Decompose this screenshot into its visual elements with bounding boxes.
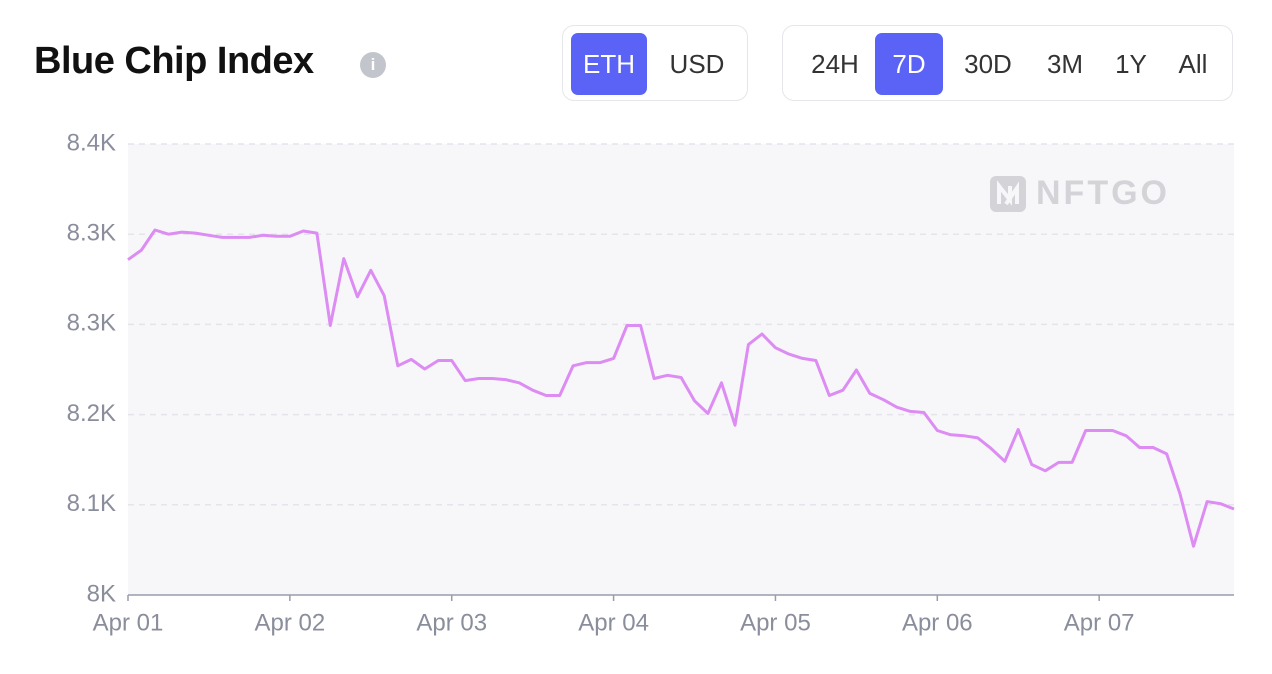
info-icon[interactable]: i [360,52,386,78]
range-button[interactable]: 1Y [1115,49,1147,79]
y-tick-label: 8.4K [67,129,116,156]
y-tick-label: 8K [87,580,116,607]
chart-title: Blue Chip Index [34,40,314,82]
index-line [127,228,1235,548]
range-button[interactable]: 7D [875,33,943,95]
range-toggle: 24H 7D 30D 3M 1Y All [782,25,1233,101]
watermark-logo [990,176,1026,212]
x-tick-label: Apr 06 [902,609,973,636]
y-tick-label: 8.2K [67,400,116,427]
y-tick-label: 8.3K [67,220,116,247]
currency-button[interactable]: ETH [571,33,647,95]
plot-area [128,144,1234,595]
x-tick-label: Apr 04 [578,609,649,636]
x-tick-label: Apr 01 [93,609,164,636]
y-tick-label: 8.3K [67,310,116,337]
x-tick-label: Apr 02 [255,609,326,636]
x-tick-label: Apr 05 [740,609,811,636]
y-tick-label: 8.1K [67,490,116,517]
x-tick-label: Apr 03 [416,609,487,636]
currency-button[interactable]: USD [669,49,725,79]
range-button[interactable]: 3M [1046,49,1084,79]
range-button[interactable]: 24H [811,49,859,79]
watermark: NFTGO [1036,174,1170,212]
range-button[interactable]: All [1178,49,1208,79]
x-tick-label: Apr 07 [1064,609,1135,636]
range-button[interactable]: 30D [964,49,1012,79]
currency-toggle: ETH USD [562,25,748,101]
